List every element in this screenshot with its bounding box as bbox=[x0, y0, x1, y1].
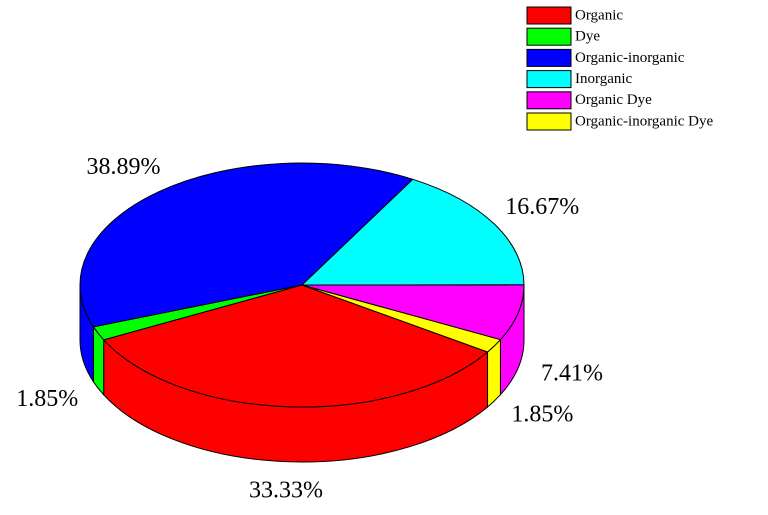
legend-label: Organic-inorganic bbox=[575, 50, 685, 66]
data-label: 38.89% bbox=[86, 154, 160, 180]
legend-swatch bbox=[526, 6, 572, 25]
data-label: 1.85% bbox=[511, 402, 573, 428]
legend-swatch bbox=[526, 112, 572, 131]
slice bbox=[79, 162, 414, 328]
legend-label: Dye bbox=[575, 29, 600, 45]
legend-swatch bbox=[526, 91, 572, 110]
data-label: 16.67% bbox=[505, 194, 579, 220]
legend-label: Organic bbox=[575, 7, 623, 23]
data-label: 7.41% bbox=[541, 361, 603, 387]
slice bbox=[301, 284, 502, 353]
legend-swatch bbox=[526, 48, 572, 67]
slice bbox=[300, 178, 525, 286]
legend-label: Inorganic bbox=[575, 71, 633, 87]
legend-label: Organic Dye bbox=[575, 92, 652, 108]
data-label: 33.33% bbox=[249, 478, 323, 504]
legend-label: Organic-inorganic Dye bbox=[575, 113, 713, 129]
legend-swatch bbox=[526, 27, 572, 46]
slice bbox=[102, 284, 489, 408]
legend-swatch bbox=[526, 70, 572, 89]
data-label: 1.85% bbox=[16, 386, 78, 412]
slice bbox=[301, 284, 525, 341]
